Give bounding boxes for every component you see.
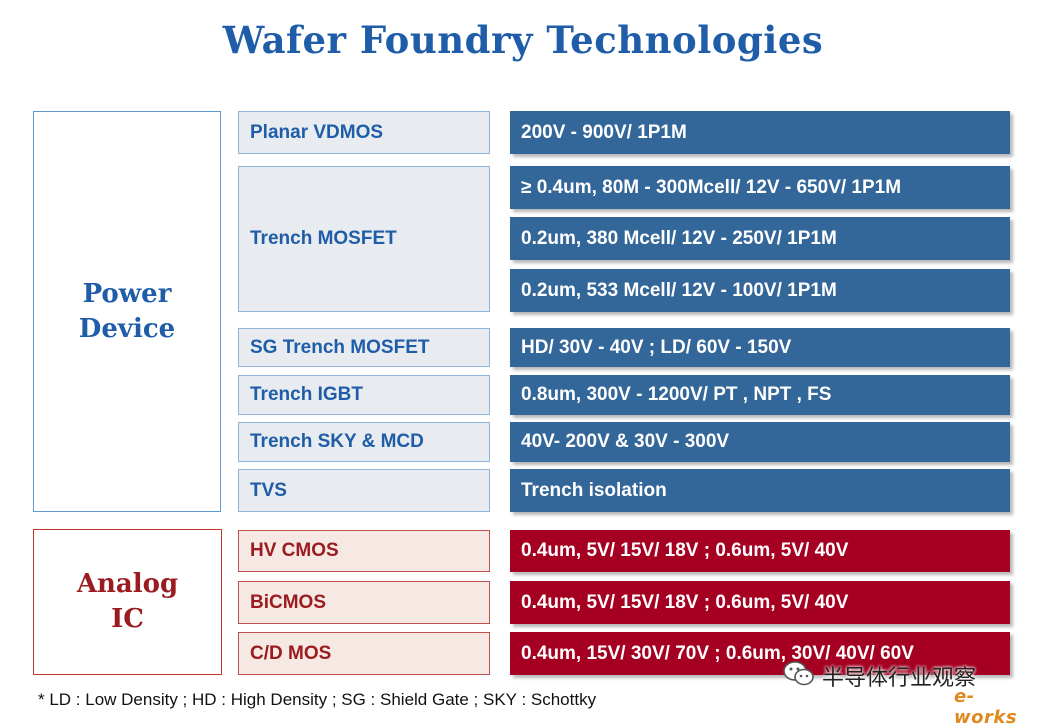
spec-bar: Trench isolation	[510, 469, 1010, 512]
tech-planar-vdmos: Planar VDMOS	[238, 111, 490, 154]
tech-tvs: TVS	[238, 469, 490, 512]
tech-trench-mosfet: Trench MOSFET	[238, 166, 490, 312]
group-analog-ic: Analog IC	[33, 529, 222, 675]
spec-bar: ≥ 0.4um, 80M - 300Mcell/ 12V - 650V/ 1P1…	[510, 166, 1010, 209]
spec-bar: 0.4um, 5V/ 15V/ 18V ; 0.6um, 5V/ 40V	[510, 530, 1010, 572]
wechat-icon	[782, 660, 816, 688]
group-label: Power Device	[78, 278, 176, 344]
spec-bar: 200V - 900V/ 1P1M	[510, 111, 1010, 154]
tech-bicmos: BiCMOS	[238, 581, 490, 624]
spec-bar: 0.4um, 15V/ 30V/ 70V ; 0.6um, 30V/ 40V/ …	[510, 632, 1010, 675]
footnote: * LD : Low Density ; HD : High Density ;…	[38, 690, 597, 709]
tech-hv-cmos: HV CMOS	[238, 530, 490, 572]
tech-cd-mos: C/D MOS	[238, 632, 490, 675]
page-title: Wafer Foundry Technologies	[222, 18, 824, 62]
spec-bar: 0.8um, 300V - 1200V/ PT , NPT , FS	[510, 375, 1010, 415]
watermark-text: 半导体行业观察	[822, 665, 977, 690]
spec-bar: 40V- 200V & 30V - 300V	[510, 422, 1010, 462]
watermark: 半导体行业观察 e-works	[782, 652, 1032, 728]
spec-bar: HD/ 30V - 40V ; LD/ 60V - 150V	[510, 328, 1010, 367]
spec-bar: 0.2um, 533 Mcell/ 12V - 100V/ 1P1M	[510, 269, 1010, 312]
tech-sg-trench-mosfet: SG Trench MOSFET	[238, 328, 490, 367]
spec-bar: 0.4um, 5V/ 15V/ 18V ; 0.6um, 5V/ 40V	[510, 581, 1010, 624]
tech-trench-sky-mcd: Trench SKY & MCD	[238, 422, 490, 462]
spec-bar: 0.2um, 380 Mcell/ 12V - 250V/ 1P1M	[510, 217, 1010, 260]
group-label: Analog IC	[76, 569, 179, 634]
tech-trench-igbt: Trench IGBT	[238, 375, 490, 415]
group-power-device: Power Device	[33, 111, 221, 512]
